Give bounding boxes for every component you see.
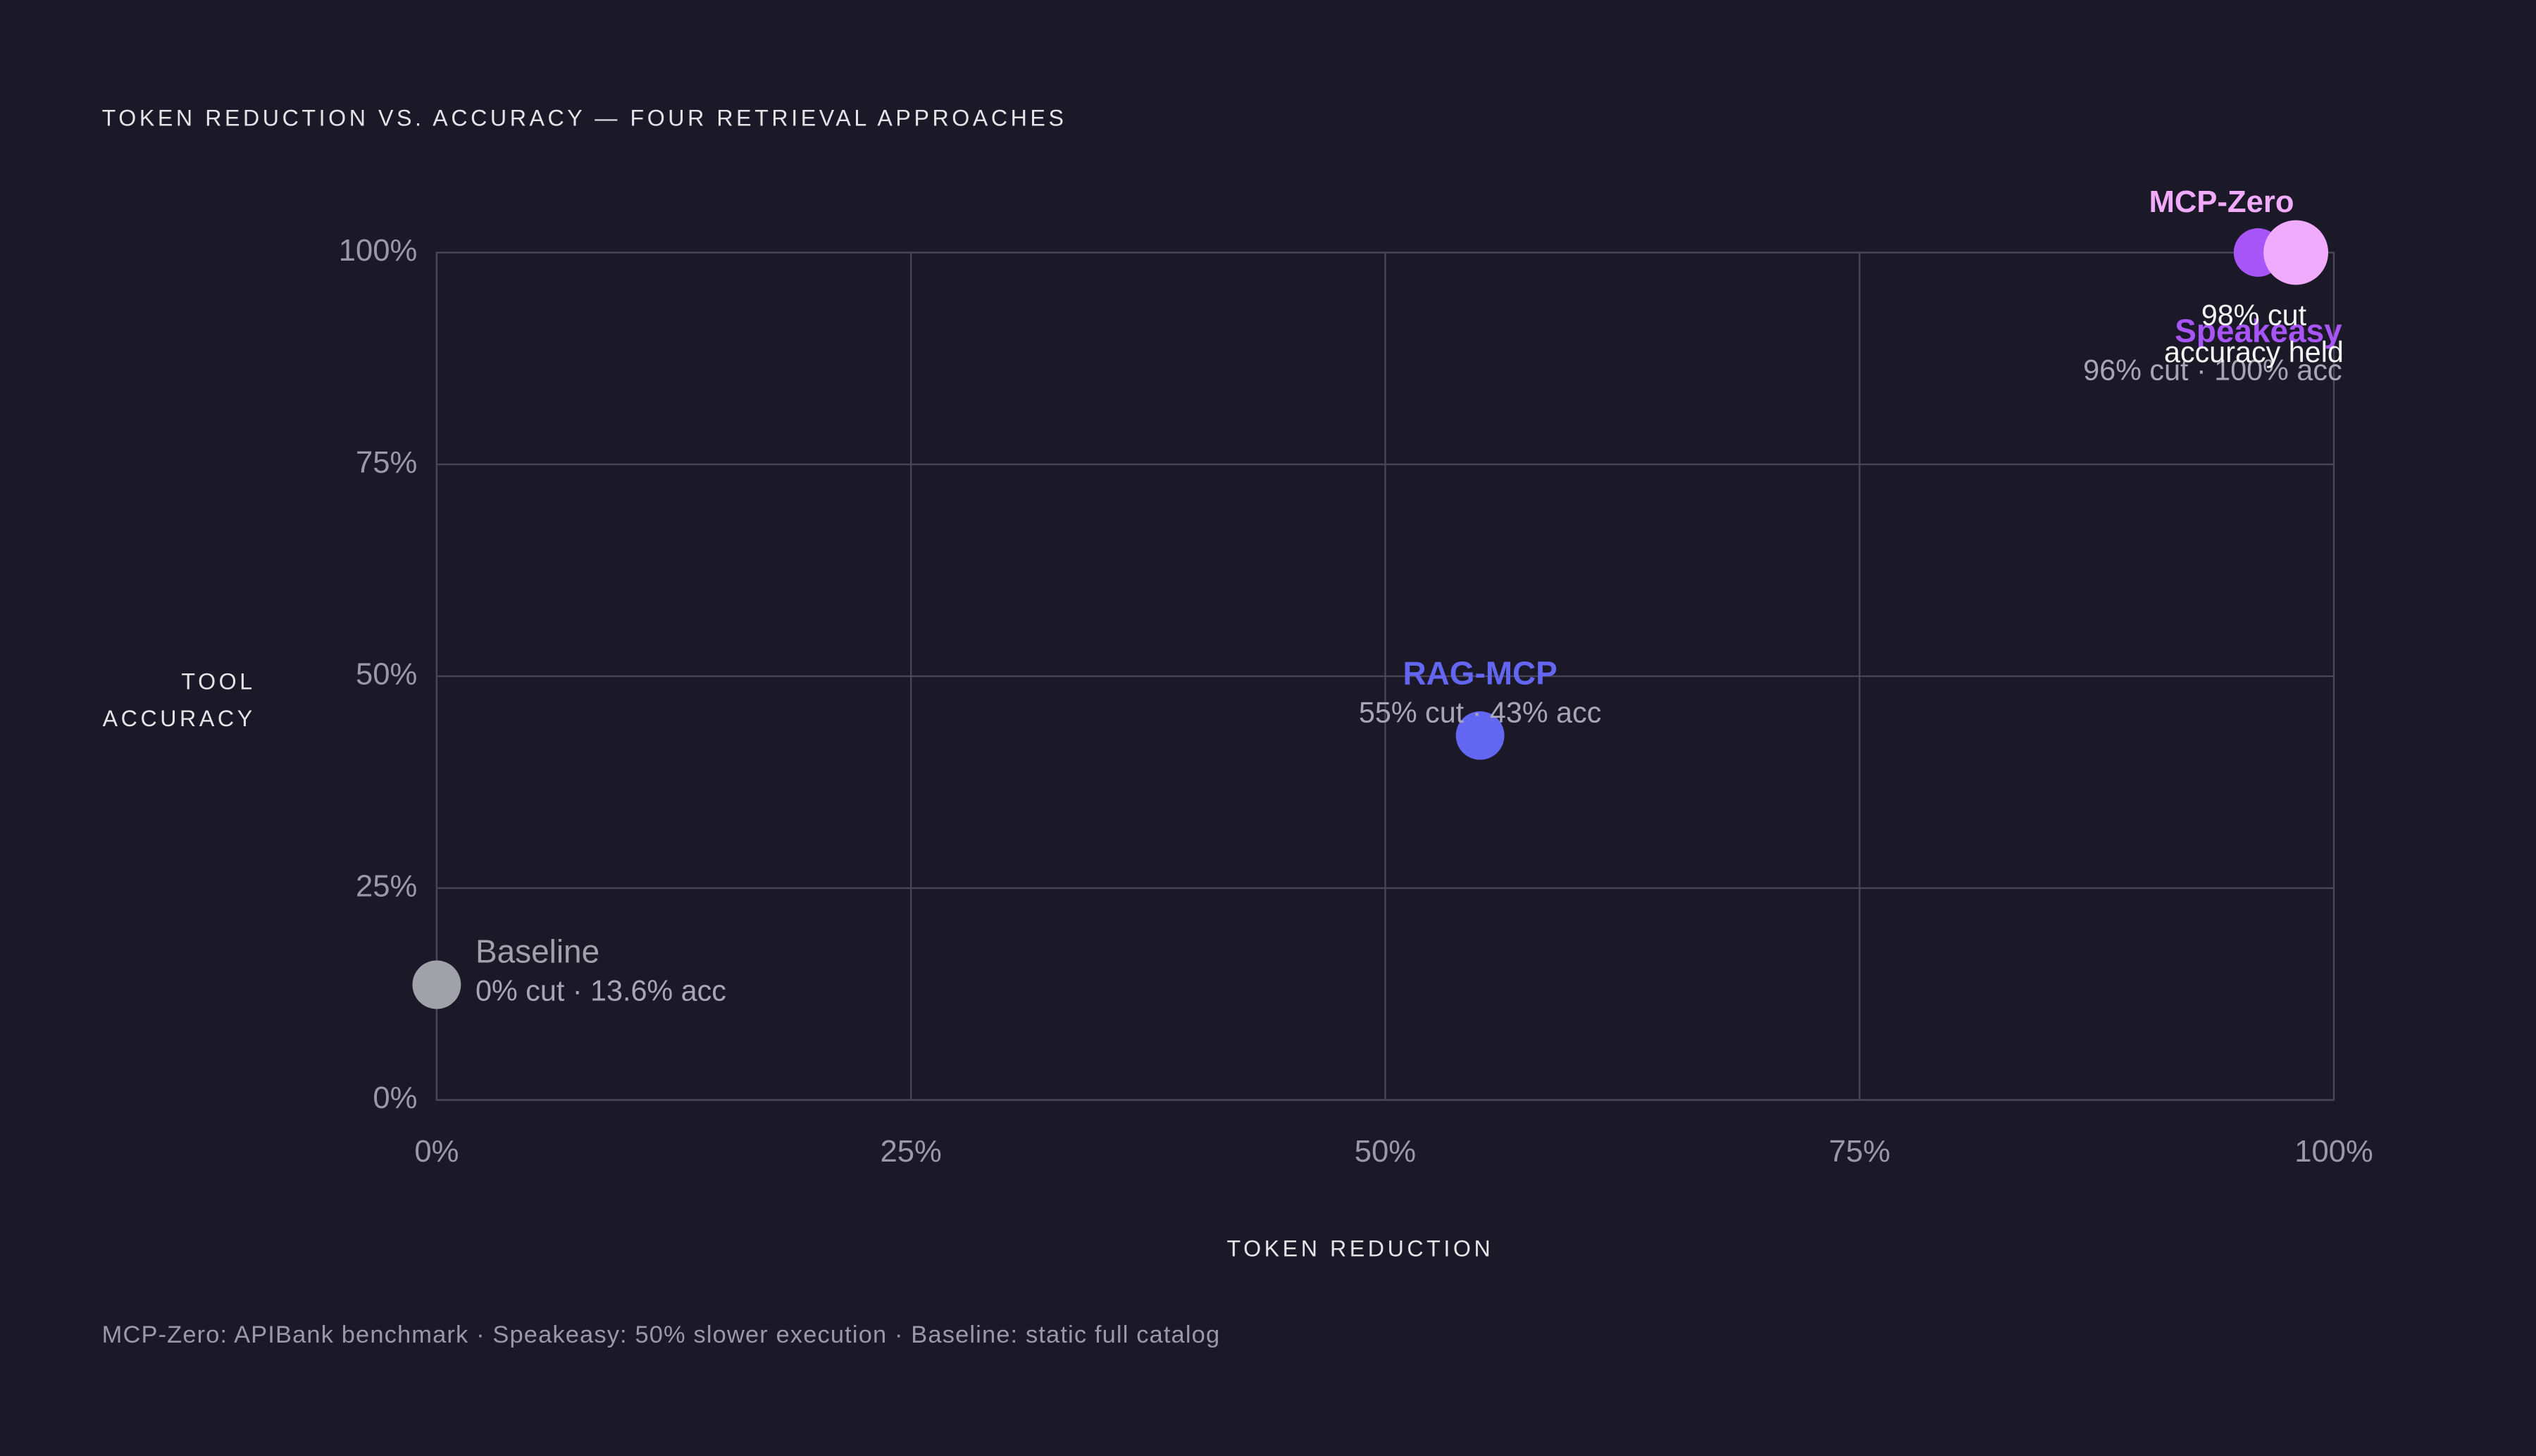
point-label: Baseline [476, 933, 599, 969]
x-tick-label: 0% [414, 1135, 459, 1169]
chart-title: TOKEN REDUCTION VS. ACCURACY — FOUR RETR… [102, 106, 1067, 131]
point-annotation: 98% cut [2201, 299, 2307, 331]
y-axis-label: TOOL ACCURACY [102, 668, 256, 732]
y-tick-label: 100% [339, 234, 418, 268]
point-annotation: 0% cut · 13.6% acc [476, 974, 726, 1007]
point-label: MCP-Zero [2149, 185, 2294, 219]
y-tick-label: 75% [356, 446, 417, 480]
y-tick-label: 0% [373, 1081, 417, 1115]
point-annotation: 55% cut · 43% acc [1359, 696, 1601, 728]
y-axis-label-box: TOOL ACCURACY [102, 668, 256, 732]
x-tick-label: 50% [1355, 1135, 1416, 1169]
point-label: Speakeasy [2175, 312, 2342, 349]
point-label: RAG-MCP [1403, 654, 1557, 691]
point [412, 960, 461, 1009]
y-tick-label: 50% [356, 658, 417, 692]
point [2263, 220, 2329, 285]
point-annotation: 96% cut · 100% acc [2083, 354, 2342, 386]
x-tick-label: 100% [2294, 1135, 2373, 1169]
point [1455, 711, 1505, 760]
x-tick-label: 25% [881, 1135, 942, 1169]
point-annotation: accuracy held [2164, 336, 2344, 368]
y-tick-label: 25% [356, 869, 417, 903]
footnote: MCP-Zero: APIBank benchmark · Speakeasy:… [102, 1321, 1221, 1348]
x-axis-label: TOKEN REDUCTION [1226, 1236, 1493, 1262]
x-tick-label: 75% [1829, 1135, 1890, 1169]
